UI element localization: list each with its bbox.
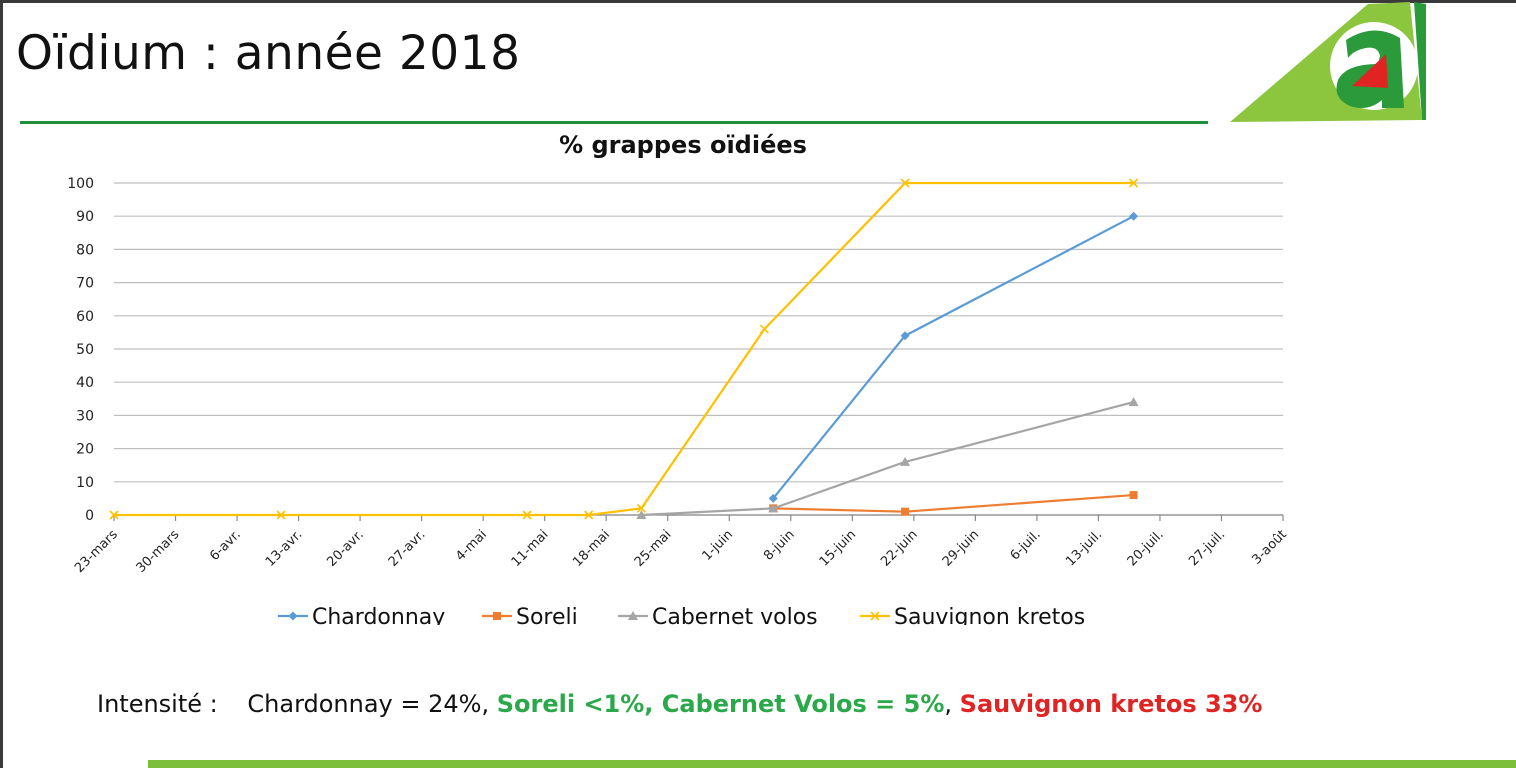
y-tick-label: 50 [76,342,94,358]
legend-item: Cabernet volos [618,605,818,625]
x-tick-label: 18-mai [570,527,613,570]
chart-series [109,178,1139,520]
x-tick-label: 15-juin [817,527,859,569]
y-tick-label: 10 [76,475,94,491]
marker-triangle [636,510,647,519]
marker-triangle [768,503,779,513]
marker-diamond [288,611,298,621]
legend-label: Cabernet volos [652,605,818,625]
intensity-sauvignon: Sauvignon kretos 33% [959,690,1263,718]
x-tick-label: 6-juil. [1008,527,1044,563]
intensity-soreli-cabernet: Soreli <1%, Cabernet Volos = 5% [496,690,945,718]
series-chardonnay [768,211,1139,503]
chart-legend: Chardonnay Soreli Cabernet volos Sauvignon … [278,605,1085,625]
x-tick-label: 6-avr. [207,527,244,564]
series-line [772,215,1135,500]
x-tick-label: 1-juin [700,527,737,564]
marker-x [870,611,880,621]
brand-logo [1230,2,1426,122]
x-tick-label: 23-mars [72,527,121,576]
y-tick-label: 70 [76,276,94,292]
slide-frame-left [0,0,3,768]
intensity-comma: , [944,690,953,718]
y-tick-label: 0 [85,508,94,524]
slide-frame-top [0,0,1516,3]
x-tick-label: 3-août [1249,527,1289,567]
marker-x [584,510,594,520]
y-tick-label: 80 [76,242,94,258]
marker-x [109,510,119,520]
bottom-accent-bar [148,760,1516,768]
series-soreli [769,491,1138,516]
series-line [114,181,1134,517]
x-tick-label: 22-juin [878,527,920,569]
y-tick-label: 100 [67,176,94,192]
y-tick-label: 60 [76,309,94,325]
legend-item: Sauvignon kretos [860,605,1085,625]
x-tick-label: 30-mars [134,527,183,576]
marker-diamond [768,493,778,503]
x-tick-label: 29-juin [940,527,982,569]
x-tick-label: 20-avr. [324,527,367,570]
x-tick-label: 27-juil. [1186,527,1228,569]
x-tick-label: 13-avr. [263,527,306,570]
series-cabernet-volos [636,397,1139,519]
marker-square [1129,491,1138,500]
x-tick-label: 20-juil. [1125,527,1167,569]
y-tick-label: 90 [76,209,94,225]
marker-x [276,510,286,520]
series-line [641,401,1134,517]
intensity-summary: Intensité : Chardonnay = 24%, Soreli <1%… [97,690,1262,718]
intensity-chardonnay: Chardonnay = 24%, [247,690,490,718]
x-axis: 23-mars 30-mars 6-avr. 13-avr. 20-avr. 27-avr… [72,514,1290,576]
marker-x [522,510,532,520]
y-tick-label: 20 [76,442,94,458]
legend-item: Chardonnay [278,605,445,625]
marker-x [1129,178,1139,188]
marker-square [493,612,501,620]
legend-label: Chardonnay [312,605,445,625]
x-tick-label: 4-mai [453,527,490,564]
x-tick-label: 27-avr. [386,527,429,570]
marker-triangle [628,611,638,620]
y-tick-label: 30 [76,408,94,424]
x-tick-label: 8-juin [761,527,798,564]
y-tick-label: 40 [76,375,94,391]
series-line [773,493,1134,513]
intensity-label: Intensité : [97,690,218,718]
logo-red-triangle [1352,54,1388,88]
marker-square [901,507,910,516]
marker-triangle [900,456,911,466]
chart: % grappes oïdiées 0 10 20 30 40 50 60 70 80 90 100… [67,131,1290,625]
marker-diamond [1129,211,1139,221]
series-sauvignon-kretos [109,178,1139,520]
y-axis-ticks: 0 10 20 30 40 50 60 70 80 90 100 [67,176,94,524]
legend-label: Soreli [516,605,578,625]
marker-x [759,324,769,334]
marker-triangle [1128,397,1139,407]
x-tick-label: 11-mai [509,527,552,570]
chart-gridlines [114,182,1283,516]
legend-label: Sauvignon kretos [894,605,1085,625]
marker-x [636,503,646,513]
x-tick-label: 13-juil. [1063,527,1105,569]
marker-diamond [900,331,910,341]
x-tick-label: 25-mai [632,527,675,570]
marker-x [900,178,910,188]
legend-item: Soreli [482,605,578,625]
title-underline [20,121,1208,124]
slide-title: Oïdium : année 2018 [16,26,521,81]
chart-title: % grappes oïdiées [559,131,807,159]
logo-dark-green-band [1414,2,1426,120]
